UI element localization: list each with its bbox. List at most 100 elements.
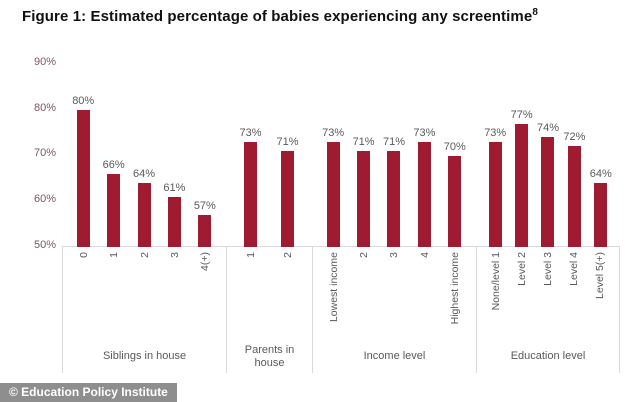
x-tick-cell: 0 <box>69 252 99 258</box>
x-tick-label: Level 2 <box>515 252 528 286</box>
bar-value-label: 70% <box>443 140 466 153</box>
bar <box>76 109 90 247</box>
bar-value-label: 64% <box>589 168 612 180</box>
x-tick-cell: Level 5(+) <box>587 252 613 299</box>
x-tick-cell: 1 <box>233 252 269 258</box>
bar-cell: 71% <box>353 136 375 247</box>
bar-value-label: 71% <box>352 135 375 148</box>
bar <box>387 150 401 247</box>
bar <box>280 150 294 247</box>
y-axis-tick: 90% <box>33 56 56 68</box>
bar <box>137 183 151 247</box>
bar <box>326 141 340 247</box>
group-bars: 73% 71% <box>226 64 312 247</box>
bar <box>488 141 502 247</box>
category-group: 73% 71% 71% 73% 70% Lowest income 2 3 4 Highest … <box>311 64 476 373</box>
group-label-area: 0 1 2 3 4(+) Siblings in house <box>62 247 226 373</box>
bar <box>515 123 529 247</box>
bar <box>541 137 555 247</box>
x-tick-label: 3 <box>168 252 181 258</box>
group-ticks: None/level 1 Level 2 Level 3 Level 4 Level 5… <box>477 247 619 340</box>
x-tick-label: Highest income <box>448 252 461 325</box>
x-tick-cell: 1 <box>99 252 129 258</box>
x-tick-label: None/level 1 <box>490 252 502 311</box>
x-tick-cell: Level 3 <box>535 252 561 286</box>
y-axis-tick: 50% <box>33 239 56 251</box>
source-badge: © Education Policy Institute <box>0 383 177 402</box>
x-tick-cell: 2 <box>349 252 379 258</box>
x-tick-label: Level 4 <box>567 252 580 286</box>
bar-cell: 70% <box>443 140 466 247</box>
x-tick-cell: None/level 1 <box>483 252 509 310</box>
bar <box>567 146 581 247</box>
group-label-area: None/level 1 Level 2 Level 3 Level 4 Level 5… <box>476 247 620 373</box>
x-tick-cell: 2 <box>129 252 159 258</box>
group-bars: 73% 71% 71% 73% 70% <box>312 64 476 247</box>
bar <box>594 183 608 247</box>
chart-title-text: Figure 1: Estimated percentage of babies… <box>22 8 533 25</box>
bar-cell: 72% <box>563 131 585 247</box>
group-label: Income level <box>363 350 426 363</box>
x-tick-label: 4(+) <box>198 252 211 271</box>
group-label-area: Lowest income 2 3 4 Highest income Income le… <box>311 247 476 373</box>
bar-value-label: 80% <box>72 94 95 107</box>
bar <box>244 141 258 247</box>
x-tick-label: Lowest income <box>328 252 341 323</box>
bar-cell: 71% <box>276 136 298 247</box>
plot-area: 80% 66% 64% 61% 57% 0 1 2 3 4(+) Siblings in hou… <box>62 64 620 373</box>
x-tick-cell: 3 <box>379 252 409 258</box>
chart-title-footnote-marker: 8 <box>532 7 538 18</box>
group-label: Siblings in house <box>102 350 187 363</box>
y-axis-tick: 60% <box>33 193 56 205</box>
bar-cell: 74% <box>537 122 559 247</box>
x-tick-label: 3 <box>388 252 401 258</box>
x-tick-cell: Level 2 <box>509 252 535 286</box>
group-bars: 73% 77% 74% 72% 64% <box>476 64 620 247</box>
x-tick-cell: Level 4 <box>561 252 587 286</box>
x-tick-cell: 2 <box>270 252 306 258</box>
bar-value-label: 73% <box>484 126 507 139</box>
bar <box>417 141 431 247</box>
x-tick-label: 1 <box>108 252 121 258</box>
bar-value-label: 66% <box>102 158 125 171</box>
x-tick-label: 2 <box>281 252 294 258</box>
group-ticks: 0 1 2 3 4(+) <box>63 247 226 340</box>
bar-cell: 66% <box>103 159 125 247</box>
bar <box>448 155 462 247</box>
x-tick-cell: Lowest income <box>319 252 349 322</box>
x-tick-cell: Highest income <box>440 252 470 324</box>
x-tick-label: 4 <box>418 252 431 258</box>
x-tick-label: 2 <box>358 252 371 258</box>
bar-value-label: 73% <box>322 126 345 139</box>
group-label: Parents in house <box>244 343 295 369</box>
x-tick-cell: 3 <box>160 252 190 258</box>
bar-cell: 61% <box>163 182 185 247</box>
bar-cell: 73% <box>484 127 506 247</box>
group-bars: 80% 66% 64% 61% 57% <box>62 64 226 247</box>
bar-cell: 57% <box>194 200 216 247</box>
bar-value-label: 72% <box>563 131 586 144</box>
bar <box>107 173 121 247</box>
bar <box>357 150 371 247</box>
bar-cell: 73% <box>322 127 344 247</box>
bar-value-label: 64% <box>133 168 156 180</box>
bar-cell: 80% <box>72 95 94 247</box>
x-tick-label: 0 <box>78 252 91 258</box>
bar-value-label: 71% <box>382 135 405 148</box>
bar-value-label: 73% <box>239 126 262 139</box>
category-group: 80% 66% 64% 61% 57% 0 1 2 3 4(+) Siblings in hou… <box>62 64 226 373</box>
x-tick-label: Level 3 <box>541 252 554 286</box>
bar-value-label: 74% <box>536 122 559 135</box>
y-axis-tick: 70% <box>33 147 56 159</box>
group-ticks: Lowest income 2 3 4 Highest income <box>313 247 476 340</box>
bar <box>198 215 212 247</box>
category-group: 73% 77% 74% 72% 64% None/level 1 Level 2 Level… <box>476 64 620 373</box>
bar-cell: 77% <box>511 109 533 247</box>
bar-value-label: 57% <box>193 200 216 212</box>
x-tick-label: 2 <box>138 252 151 258</box>
bar-value-label: 71% <box>276 135 299 148</box>
